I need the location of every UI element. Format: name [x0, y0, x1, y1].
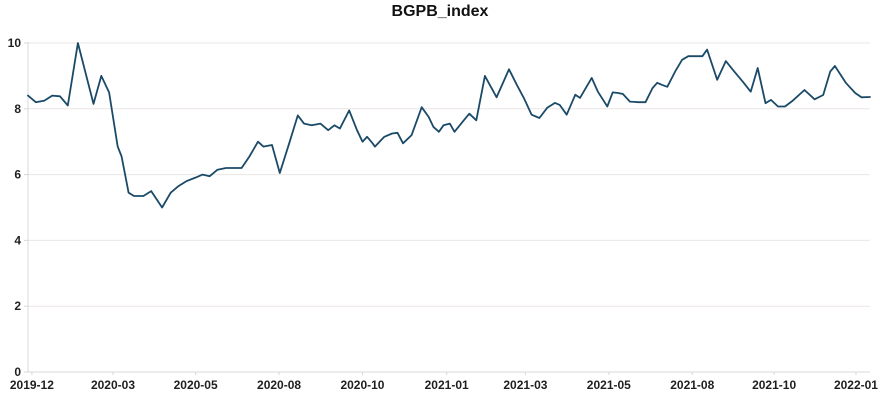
y-tick-label: 6 — [14, 168, 21, 182]
x-tick-label: 2021-10 — [752, 378, 796, 392]
y-tick-label: 2 — [14, 299, 21, 313]
x-tick-label: 2020-08 — [257, 378, 301, 392]
y-tick-label: 10 — [8, 36, 22, 50]
y-tick-label: 4 — [14, 233, 21, 247]
x-tick-label: 2021-05 — [587, 378, 631, 392]
series-line — [27, 42, 871, 209]
x-tick-label: 2019-12 — [10, 378, 54, 392]
x-tick-label: 2020-03 — [91, 378, 135, 392]
y-tick-label: 0 — [14, 365, 21, 379]
x-tick-label: 2020-10 — [340, 378, 384, 392]
y-tick-label: 8 — [14, 102, 21, 116]
x-tick-label: 2021-08 — [670, 378, 714, 392]
x-tick-label: 2022-01 — [834, 378, 878, 392]
x-tick-label: 2021-01 — [425, 378, 469, 392]
chart-title: BGPB_index — [391, 3, 489, 20]
x-tick-label: 2020-05 — [174, 378, 218, 392]
x-tick-label: 2021-03 — [503, 378, 547, 392]
